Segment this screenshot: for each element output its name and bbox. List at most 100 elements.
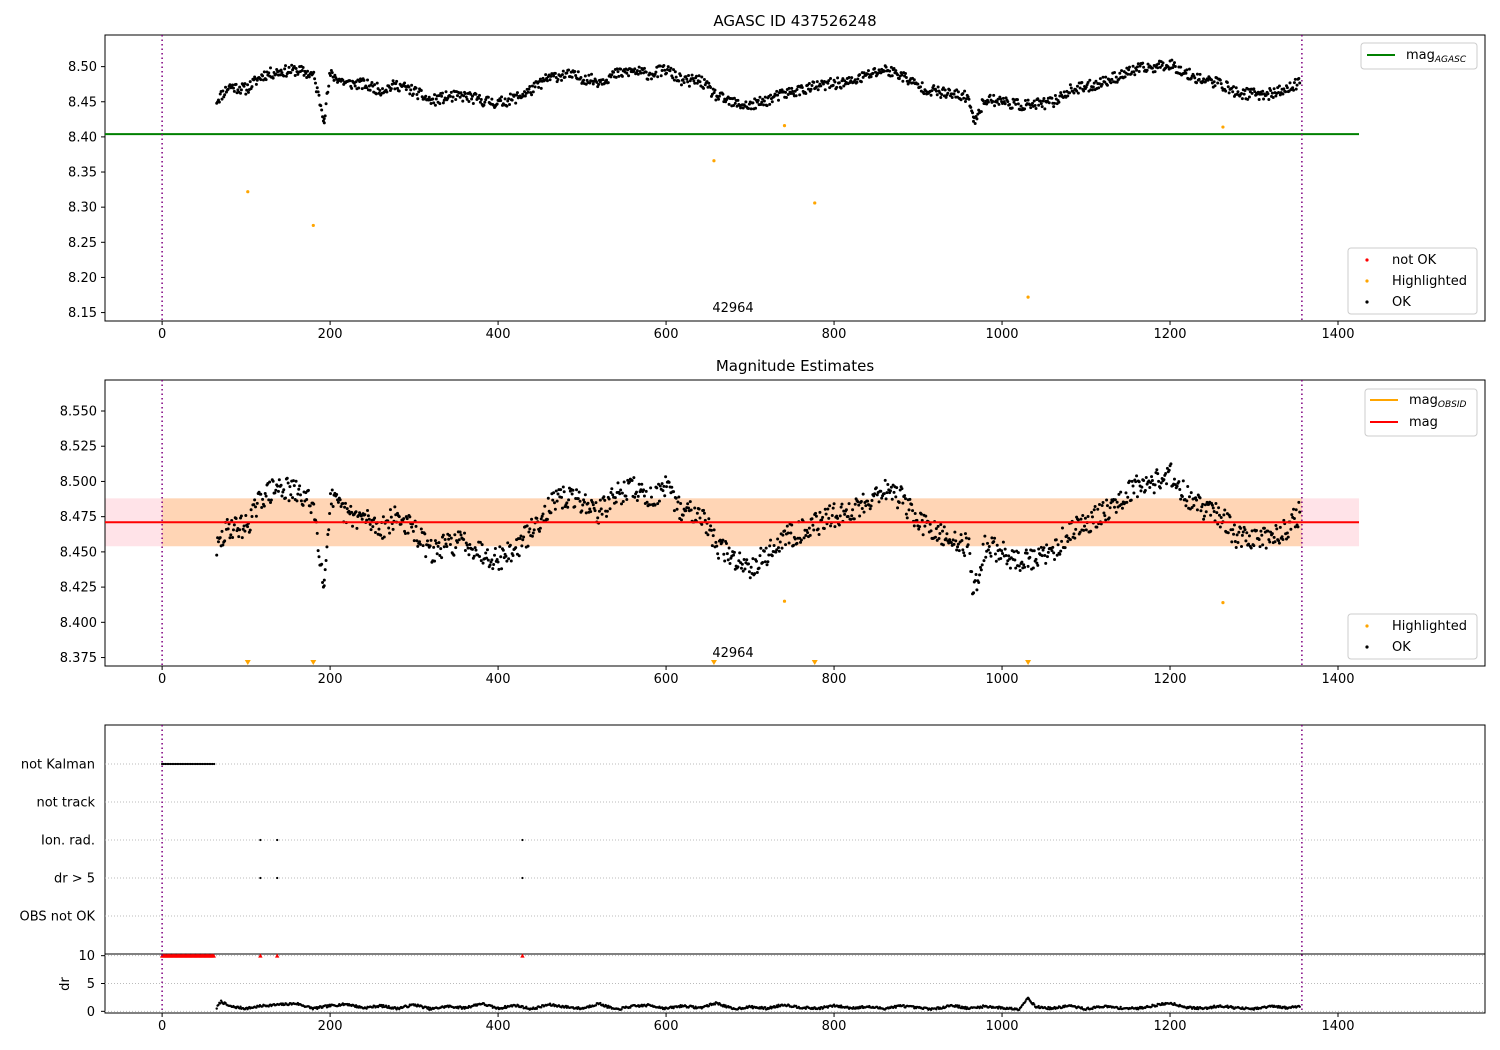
ok-point — [684, 75, 688, 79]
ok-point — [847, 502, 851, 506]
ok-point — [582, 498, 586, 502]
ok-point — [458, 530, 462, 534]
ok-point — [702, 508, 706, 512]
ok-point — [500, 95, 504, 99]
ok-point — [1047, 101, 1051, 105]
ok-point — [605, 78, 609, 82]
ok-point — [381, 87, 385, 91]
ok-point — [580, 509, 584, 513]
ok-point — [723, 559, 727, 563]
ok-point — [939, 522, 943, 526]
ok-point — [1186, 485, 1190, 489]
ok-point — [753, 572, 757, 576]
ok-point — [598, 498, 602, 502]
ok-point — [679, 501, 683, 505]
ok-point — [951, 538, 955, 542]
ok-point — [698, 516, 702, 520]
ok-point — [1040, 554, 1044, 558]
ok-point — [576, 497, 580, 501]
ok-point — [1184, 504, 1188, 508]
ok-point — [774, 550, 778, 554]
agasc-magnitude-panel: AGASC ID 437526248 42964 magAGASC not OK… — [68, 12, 1486, 342]
ok-point — [577, 490, 581, 494]
ok-point — [681, 78, 685, 82]
ok-point — [1045, 555, 1049, 559]
ok-point — [732, 104, 736, 108]
ok-point — [583, 74, 587, 78]
flag-row-label: Ion. rad. — [41, 834, 95, 849]
ok-point — [507, 97, 511, 101]
x-tick-label: 1200 — [1153, 672, 1186, 687]
ok-point — [1298, 510, 1302, 514]
ok-point — [507, 557, 511, 561]
ok-point — [751, 557, 755, 561]
ok-point — [685, 77, 689, 81]
ok-point — [677, 79, 681, 83]
ok-point — [1195, 498, 1199, 502]
ok-point — [229, 533, 233, 537]
ok-point — [485, 556, 489, 560]
dr-point — [215, 1007, 218, 1010]
ok-point — [1053, 101, 1057, 105]
ok-point — [242, 84, 246, 88]
ok-point — [727, 546, 731, 550]
y-tick-label: 8.525 — [60, 440, 97, 455]
ok-point — [1234, 545, 1238, 549]
ok-point — [403, 532, 407, 536]
dr-point — [548, 1002, 552, 1005]
dr-point — [521, 1005, 524, 1008]
ok-point — [795, 541, 799, 545]
ok-point — [895, 486, 899, 490]
ok-point — [967, 537, 971, 541]
ok-point — [477, 96, 481, 100]
ok-point — [1160, 63, 1164, 67]
ok-point — [791, 543, 795, 547]
ok-point — [692, 79, 696, 83]
ok-point — [1204, 510, 1208, 514]
ok-point — [244, 513, 248, 517]
ok-point — [775, 548, 779, 552]
ok-point — [335, 492, 339, 496]
ok-point — [349, 504, 353, 508]
ok-point — [1068, 83, 1072, 87]
ok-point — [1270, 91, 1274, 95]
ok-point — [783, 529, 787, 533]
ok-point — [486, 95, 490, 99]
ok-point — [447, 537, 451, 541]
ok-point — [1119, 490, 1123, 494]
ok-point — [470, 94, 474, 98]
ok-point — [866, 499, 870, 503]
ok-point — [293, 73, 297, 77]
ok-point — [1164, 471, 1168, 475]
ok-point — [1236, 90, 1240, 94]
ok-point — [532, 528, 536, 532]
ok-point — [1156, 66, 1160, 70]
ok-point — [479, 559, 483, 563]
ok-point — [530, 84, 534, 88]
ok-point — [382, 535, 386, 539]
ok-point — [537, 79, 541, 83]
ok-point — [1114, 75, 1118, 79]
ok-point — [823, 507, 827, 511]
x-tick-label: 1000 — [985, 672, 1018, 687]
ok-point — [1259, 529, 1263, 533]
ok-point — [996, 97, 1000, 101]
ok-point — [1286, 535, 1290, 539]
ok-point — [269, 500, 273, 504]
ok-point — [343, 505, 347, 509]
ok-point — [1054, 538, 1058, 542]
ok-point — [441, 533, 445, 537]
ok-point — [710, 544, 714, 548]
ok-point — [1277, 84, 1281, 88]
ok-point — [289, 493, 293, 497]
ok-point — [874, 486, 878, 490]
ok-point — [397, 89, 401, 93]
y-tick-label: 8.30 — [68, 201, 97, 216]
ok-point — [396, 511, 400, 515]
ok-point — [424, 555, 428, 559]
ok-point — [505, 104, 509, 108]
ok-point — [431, 97, 435, 101]
ok-point — [1104, 518, 1108, 522]
ok-point — [290, 63, 294, 67]
ok-point — [306, 488, 310, 492]
